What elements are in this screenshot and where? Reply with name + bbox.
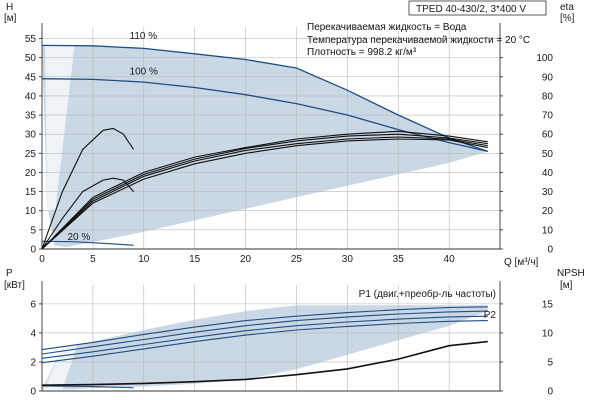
y-right-tick-label: 10 bbox=[542, 225, 554, 236]
curve-label: 100 % bbox=[130, 66, 158, 77]
x-tick-label: 15 bbox=[189, 254, 201, 265]
power-curve bbox=[41, 306, 488, 351]
y-left-tick-label: 20 bbox=[25, 168, 37, 179]
x-tick-label: 25 bbox=[291, 254, 303, 265]
y-left-tick-label: 15 bbox=[25, 187, 37, 198]
fluid-info: Перекачиваемая жидкость = Вода Температу… bbox=[307, 22, 530, 58]
y-left-tick-label: 10 bbox=[25, 206, 37, 217]
power-tick-label: 6 bbox=[30, 299, 36, 310]
curve-label: 20 % bbox=[67, 232, 90, 243]
x-tick-label: 0 bbox=[39, 254, 45, 265]
power-axis-title: P bbox=[6, 268, 13, 279]
y-axis-left-title: H bbox=[6, 2, 13, 13]
npsh-axis-unit: [м] bbox=[560, 280, 573, 291]
power-range-edge bbox=[44, 344, 78, 390]
y-right-tick-label: 20 bbox=[542, 206, 554, 217]
power-curve bbox=[41, 310, 488, 355]
npsh-axis-title: NPSH bbox=[557, 268, 585, 279]
efficiency-curve bbox=[41, 138, 488, 250]
y-left-tick-label: 0 bbox=[30, 245, 36, 256]
head-curve bbox=[41, 44, 489, 153]
y-left-tick-label: 30 bbox=[25, 130, 37, 141]
y-right-tick-label: 60 bbox=[542, 130, 554, 141]
y-right-tick-label: 80 bbox=[542, 91, 554, 102]
y-axis-left-unit: [м] bbox=[4, 13, 17, 24]
power-npsh-panel: 0 2 4 6 0 5 10 15 P1 (двиг.+преобр-ль частоты) P2 bbox=[30, 281, 553, 398]
head-curve bbox=[41, 240, 134, 246]
y-left-tick-label: 50 bbox=[25, 53, 37, 64]
efficiency-curve bbox=[41, 133, 488, 250]
title-frame bbox=[408, 0, 547, 16]
series-label-p1: P1 (двиг.+преобр-ль частоты) bbox=[359, 288, 496, 300]
power-range-area bbox=[42, 305, 488, 390]
title-box: TPED 40-430/2, 3*400 V bbox=[408, 0, 547, 16]
y-right-tick-label: 40 bbox=[542, 168, 554, 179]
operating-range-edge bbox=[45, 46, 75, 211]
y-right-tick-label: 50 bbox=[542, 149, 554, 160]
y-right-tick-label: 70 bbox=[542, 111, 554, 122]
y-axis-right-title: eta bbox=[560, 2, 574, 13]
power-curve bbox=[41, 320, 488, 364]
x-tick-label: 30 bbox=[342, 254, 354, 265]
fluid-info-line: Перекачиваемая жидкость = Вода bbox=[307, 22, 467, 33]
power-axis-unit: [кВт] bbox=[4, 280, 25, 291]
npsh-tick-label: 0 bbox=[547, 387, 553, 398]
head-efficiency-panel: 0 5 10 15 20 25 30 35 40 0 5 10 15 20 25 30 35 40 45 50 55 0 1… bbox=[25, 23, 554, 265]
y-right-tick-label: 30 bbox=[542, 187, 554, 198]
x-tick-label: 35 bbox=[393, 254, 405, 265]
power-tick-label: 2 bbox=[30, 357, 36, 368]
y-left-tick-label: 25 bbox=[25, 149, 37, 160]
fluid-info-line: Температура перекачиваемой жидкости = 20… bbox=[307, 35, 530, 46]
y-left-tick-label: 55 bbox=[25, 34, 37, 45]
npsh-curve bbox=[41, 340, 488, 386]
power-tick-label: 0 bbox=[30, 387, 36, 398]
x-tick-label: 5 bbox=[90, 254, 96, 265]
y-left-tick-label: 40 bbox=[25, 91, 37, 102]
efficiency-curve bbox=[41, 130, 488, 250]
chart-title: TPED 40-430/2, 3*400 V bbox=[416, 4, 526, 15]
curve-label: 110 % bbox=[130, 31, 158, 42]
y-right-tick-label: 0 bbox=[547, 245, 553, 256]
efficiency-curve bbox=[41, 177, 135, 250]
npsh-tick-label: 15 bbox=[542, 299, 554, 310]
npsh-tick-label: 5 bbox=[547, 357, 553, 368]
fluid-info-line: Плотность = 998.2 кг/м³ bbox=[307, 47, 417, 58]
operating-range-area bbox=[42, 45, 488, 248]
npsh-tick-label: 10 bbox=[542, 328, 554, 339]
y-left-tick-label: 5 bbox=[30, 225, 36, 236]
series-label-p2: P2 bbox=[484, 310, 497, 321]
y-right-tick-label: 100 bbox=[536, 53, 553, 64]
efficiency-curve bbox=[41, 127, 135, 250]
y-left-tick-label: 35 bbox=[25, 111, 37, 122]
x-tick-label: 40 bbox=[444, 254, 456, 265]
power-curve bbox=[41, 315, 488, 359]
power-tick-label: 4 bbox=[30, 328, 36, 339]
power-curve bbox=[41, 385, 134, 389]
y-axis-right-unit: [%] bbox=[560, 13, 575, 24]
y-right-tick-label: 90 bbox=[542, 72, 554, 83]
x-tick-label: 10 bbox=[138, 254, 150, 265]
efficiency-curve bbox=[41, 136, 488, 250]
x-tick-label: 20 bbox=[240, 254, 252, 265]
y-left-tick-label: 45 bbox=[25, 72, 37, 83]
x-axis-title: Q [м³/ч] bbox=[504, 257, 539, 268]
